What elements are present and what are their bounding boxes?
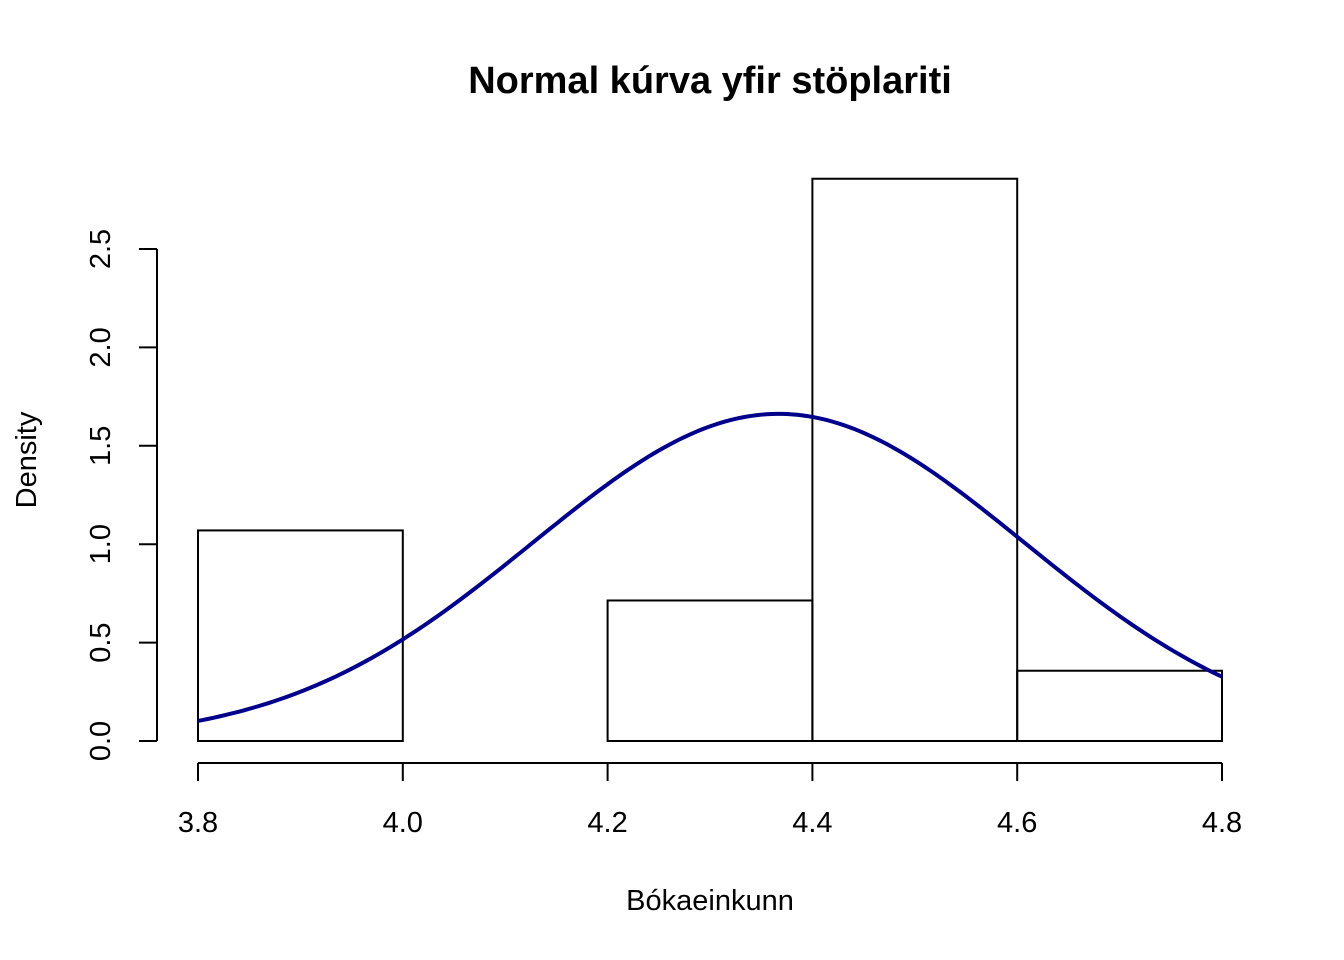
y-axis: 0.0 0.5 1.0 1.5 2.0 2.5 [85,229,158,761]
x-axis-label: Bókaeinkunn [626,885,794,917]
histogram-bar-1 [197,529,404,743]
y-tick-label: 2.5 [85,229,117,269]
x-tick-label: 4.2 [587,807,627,839]
y-tick-label: 2.0 [85,327,117,367]
y-axis-label: Density [11,411,43,508]
x-tick-label: 4.4 [792,807,832,839]
y-tick-label: 1.0 [85,524,117,564]
x-tick-label: 4.8 [1202,807,1242,839]
x-tick-label: 4.0 [383,807,423,839]
y-tick-label: 0.5 [85,622,117,662]
x-tick-label: 4.6 [997,807,1037,839]
y-tick-label: 0.0 [85,721,117,761]
histogram-bar-5 [1016,669,1224,742]
histogram-bar-3 [606,599,814,742]
y-tick-label: 1.5 [85,426,117,466]
x-tick-label: 3.8 [178,807,218,839]
x-axis: 3.8 4.0 4.2 4.4 4.6 4.8 [178,762,1242,839]
histogram-bar-4 [811,177,1019,743]
normal-curve [197,411,1223,723]
chart-title: Normal kúrva yfir stöplariti [468,60,952,102]
histogram-bars [197,177,1224,743]
